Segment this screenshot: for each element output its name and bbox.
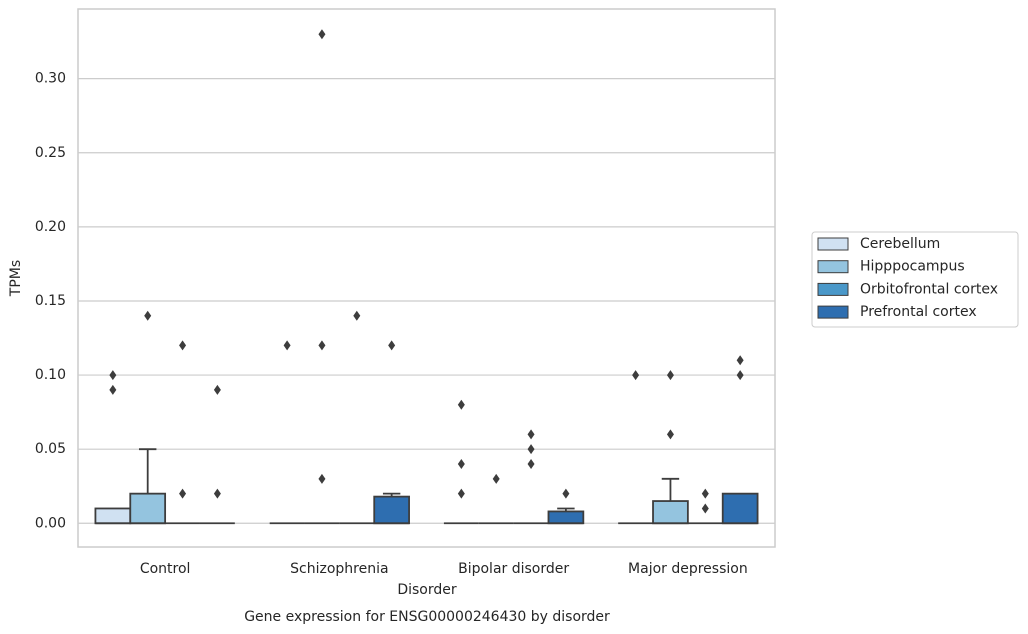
outlier: [213, 488, 221, 499]
box: [129, 492, 167, 525]
legend-swatch: [817, 260, 849, 274]
outlier: [213, 384, 221, 395]
box-group: [373, 340, 410, 525]
outlier: [353, 310, 361, 321]
outlier: [701, 488, 709, 499]
outlier: [666, 429, 674, 440]
box-group: [652, 370, 689, 525]
box: [721, 492, 759, 525]
x-tick-label: Schizophrenia: [290, 561, 388, 577]
y-tick-label: 0.00: [35, 515, 66, 531]
outlier: [527, 444, 535, 455]
plot-frame: [77, 8, 776, 548]
outlier: [144, 310, 152, 321]
legend-swatch: [817, 282, 849, 296]
box: [652, 500, 689, 525]
y-tick-label: 0.25: [35, 145, 66, 161]
box-group: [339, 310, 375, 525]
box-group: [94, 370, 132, 525]
box-group: [304, 29, 340, 525]
box-group: [721, 355, 759, 525]
x-tick-label: Control: [140, 561, 191, 577]
outlier: [179, 340, 187, 351]
outlier: [527, 459, 535, 470]
x-tick-label: Major depression: [628, 561, 748, 577]
legend-label: Cerebellum: [860, 236, 940, 252]
x-tick-label: Bipolar disorder: [458, 561, 569, 577]
box-group: [618, 370, 654, 525]
chart-title: Gene expression for ENSG00000246430 by d…: [244, 609, 610, 625]
outlier: [388, 340, 396, 351]
box-group: [547, 488, 585, 525]
outlier: [179, 488, 187, 499]
legend-swatch: [817, 237, 849, 251]
outlier: [736, 355, 744, 366]
box: [547, 510, 585, 525]
box-group: [687, 488, 723, 525]
x-axis-label: Disorder: [397, 582, 457, 598]
outlier: [527, 429, 535, 440]
y-tick-label: 0.20: [35, 219, 66, 235]
outlier: [666, 370, 674, 381]
legend-label: Prefrontal cortex: [860, 304, 977, 320]
box-group: [269, 340, 305, 525]
outlier: [318, 29, 326, 40]
legend-swatch: [817, 305, 849, 319]
outlier: [318, 340, 326, 351]
outlier: [318, 473, 326, 484]
legend-label: Orbitofrontal cortex: [860, 281, 998, 297]
outlier: [562, 488, 570, 499]
box-group: [199, 384, 235, 525]
outlier: [457, 399, 465, 410]
outlier: [701, 503, 709, 514]
outlier: [283, 340, 291, 351]
box-group: [478, 473, 514, 525]
y-tick-label: 0.05: [35, 441, 66, 457]
box: [373, 495, 410, 525]
outlier: [736, 370, 744, 381]
legend-label: Hipppocampus: [860, 259, 965, 275]
y-tick-label: 0.15: [35, 293, 66, 309]
box-group: [129, 310, 167, 525]
box-group: [513, 429, 549, 525]
outlier: [109, 384, 117, 395]
outlier: [632, 370, 640, 381]
outlier: [457, 459, 465, 470]
outlier: [492, 473, 500, 484]
y-tick-label: 0.10: [35, 367, 66, 383]
y-tick-label: 0.30: [35, 71, 66, 87]
legend-frame: [811, 231, 1019, 328]
outlier: [457, 488, 465, 499]
box-group: [165, 340, 200, 525]
box: [94, 507, 132, 525]
outlier: [109, 370, 117, 381]
box-group: [443, 399, 479, 525]
y-axis-label: TPMs: [8, 260, 24, 297]
